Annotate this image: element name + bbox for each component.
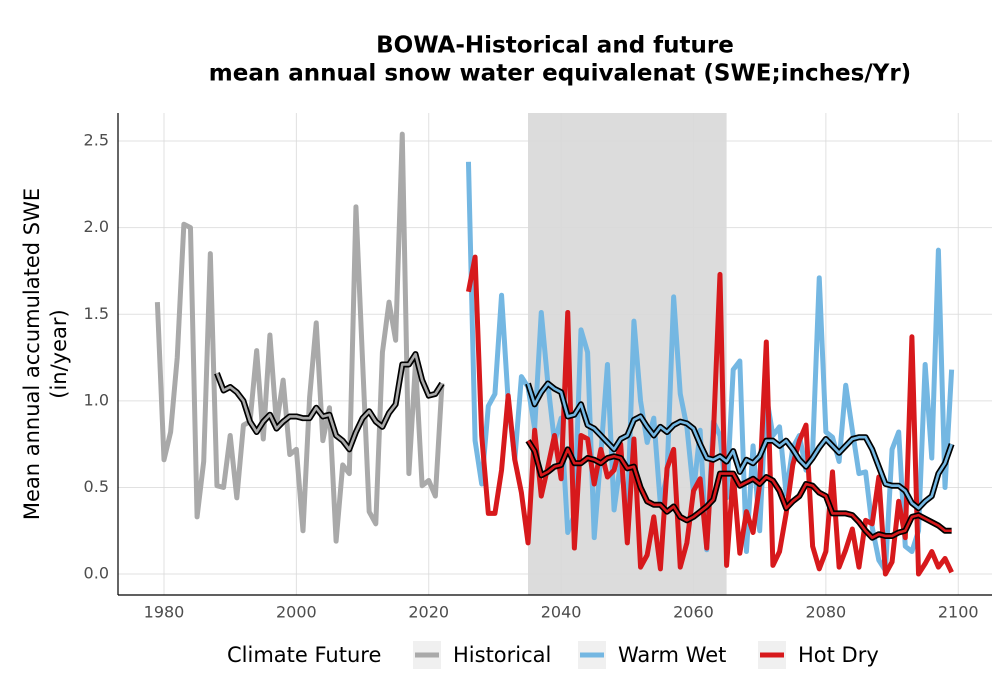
x-tick-label: 2000: [276, 603, 317, 622]
x-tick-label: 2060: [673, 603, 714, 622]
y-tick-label: 0.5: [84, 477, 109, 496]
x-tick-label: 1980: [144, 603, 185, 622]
y-tick-label: 1.5: [84, 304, 109, 323]
y-tick-label: 2.5: [84, 131, 109, 150]
chart-title: mean annual snow water equivalenat (SWE;…: [209, 61, 911, 87]
legend-label: Historical: [453, 643, 551, 667]
x-tick-label: 2080: [806, 603, 847, 622]
rolling-mean-line: [526, 439, 952, 539]
y-tick-label: 2.0: [84, 217, 109, 236]
legend-label: Hot Dry: [798, 643, 879, 667]
y-axis-label: (in/year): [47, 309, 71, 398]
x-tick-label: 2040: [541, 603, 582, 622]
rolling-mean-line: [215, 352, 444, 451]
legend-title: Climate Future: [227, 643, 381, 667]
y-axis-label: Mean annual accumulated SWE: [20, 188, 44, 520]
x-tick-label: 2100: [938, 603, 979, 622]
series-line: [154, 131, 445, 544]
x-tick-label: 2020: [408, 603, 449, 622]
chart-title: BOWA-Historical and future: [376, 33, 734, 59]
series-line: [466, 254, 954, 577]
legend-label: Warm Wet: [618, 643, 726, 667]
y-tick-label: 1.0: [84, 390, 109, 409]
rolling-mean-line: [526, 382, 953, 510]
y-tick-label: 0.0: [84, 564, 109, 583]
